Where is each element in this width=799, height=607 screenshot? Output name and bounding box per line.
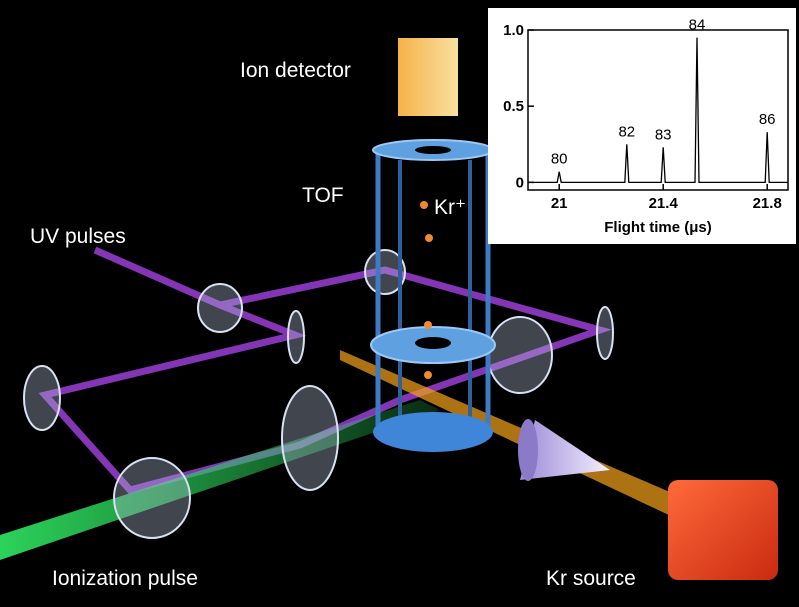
peak-label: 83 [655,126,672,143]
nozzle-face [518,419,538,481]
label: Kr⁺ [434,196,466,219]
label: Ionization pulse [52,567,198,590]
x-axis-label: Flight time (μs) [604,219,712,236]
x-tick-label: 21.4 [649,195,679,212]
ion-detector [398,38,458,116]
label: TOF [302,184,344,207]
peak-label: 82 [618,123,635,140]
peak-label: 84 [689,17,706,34]
illustration: Ion detector TOF Kr⁺ UV pulses Ionizatio… [0,0,799,607]
label: Ion detector [240,59,351,82]
x-tick-label: 21.8 [753,195,782,212]
kr-source [668,480,778,580]
label: Kr source [546,567,636,590]
y-tick-label: 0 [516,174,524,191]
y-tick-label: 0.5 [503,98,524,115]
y-tick-label: 1.0 [503,22,524,39]
label: UV pulses [30,225,126,248]
inset-panel [488,8,796,244]
peak-label: 86 [759,111,776,128]
peak-label: 80 [551,151,568,168]
x-tick-label: 21 [551,195,568,212]
